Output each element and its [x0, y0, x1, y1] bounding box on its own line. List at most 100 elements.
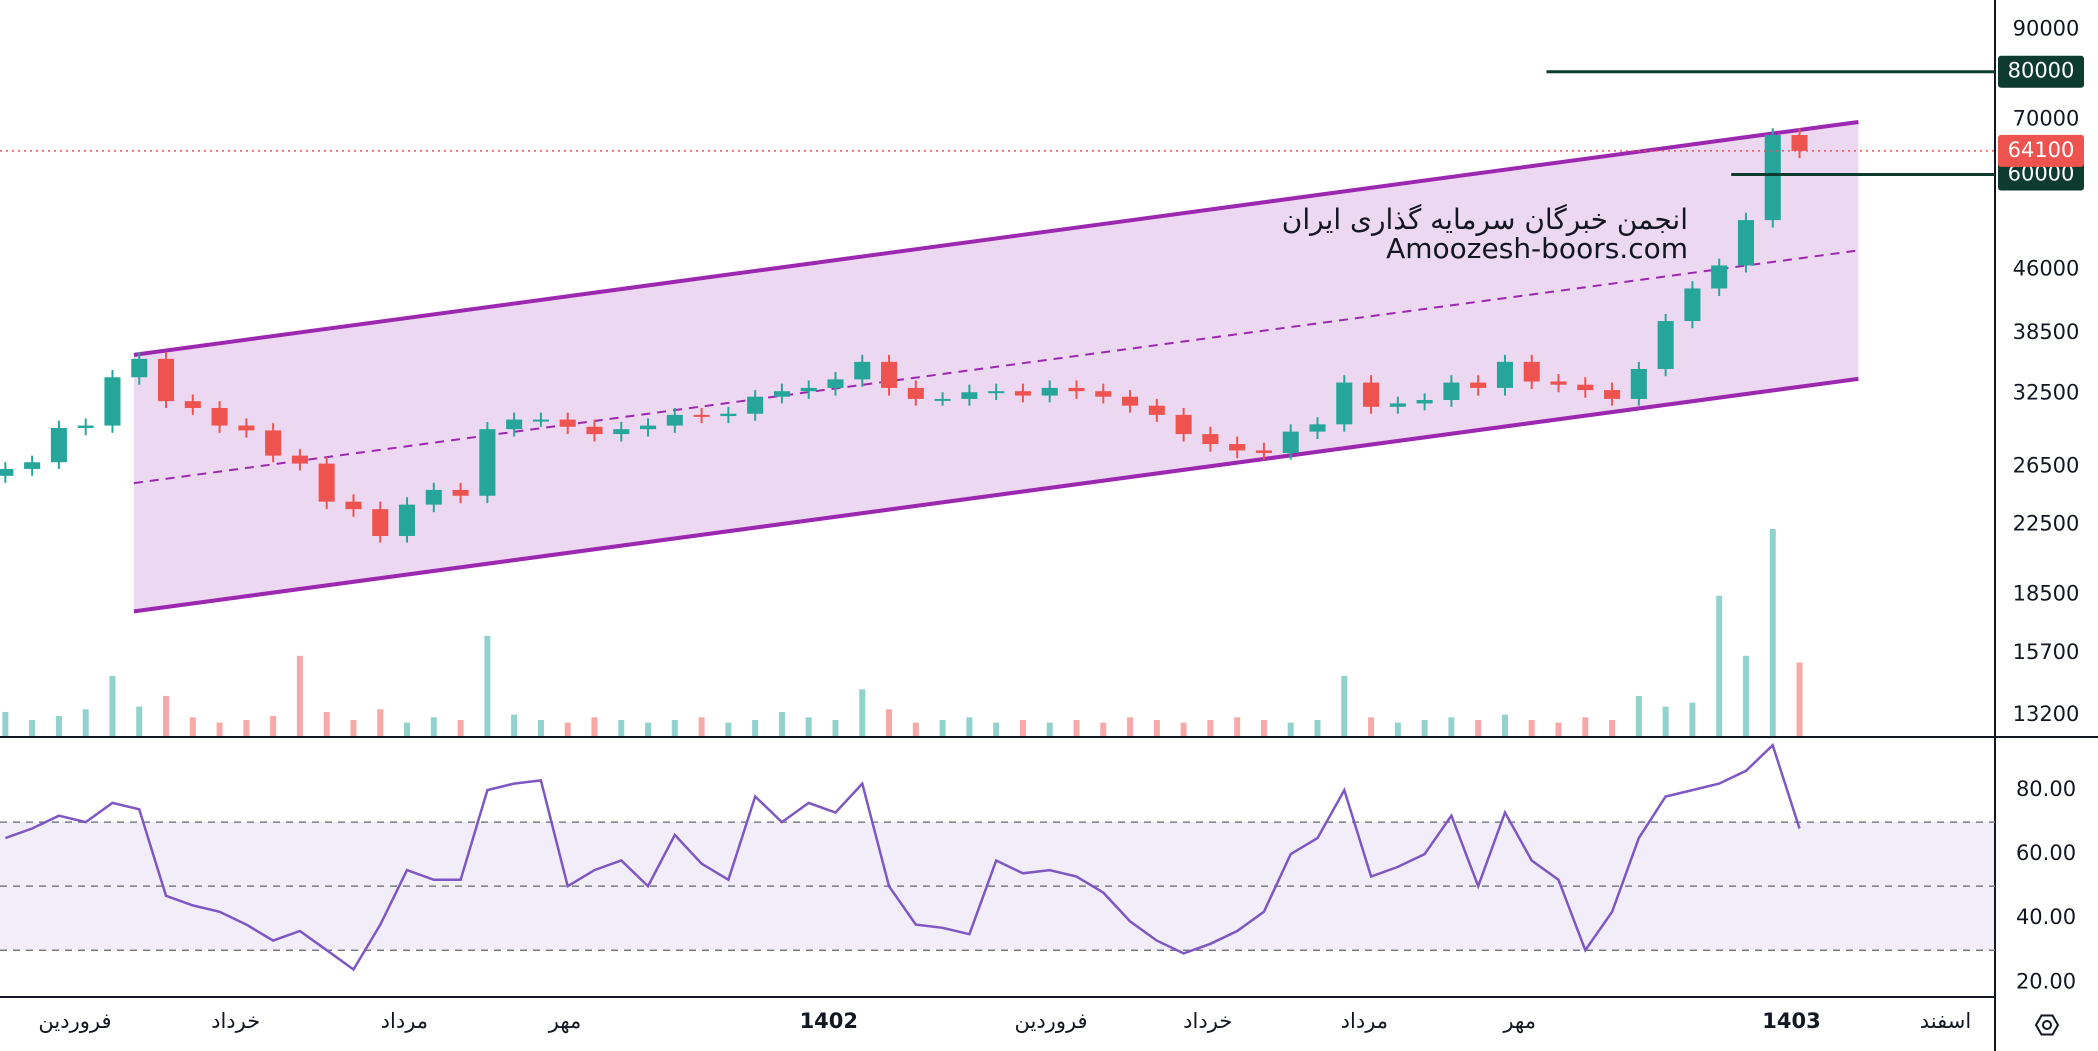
y-tick-label: 46000 [2013, 256, 2080, 280]
candle-body [1041, 387, 1058, 396]
y-tick-label: 18500 [2013, 582, 2080, 606]
candle-body [1202, 434, 1219, 445]
candle-body [479, 429, 496, 496]
volume-bar [29, 719, 36, 736]
volume-bar [1234, 717, 1241, 736]
x-tick-label: اسفند [1920, 1009, 1971, 1033]
volume-bar [1501, 714, 1508, 736]
y-tick-label: 40.00 [2016, 905, 2076, 929]
volume-bar [163, 695, 170, 736]
candle-body [827, 379, 844, 388]
volume-bar [1073, 719, 1080, 736]
y-tick-label: 70000 [2013, 106, 2080, 130]
x-tick-label: خرداد [211, 1009, 260, 1033]
candle-body [693, 414, 710, 417]
candle-body [1711, 265, 1728, 289]
y-tick-label: 22500 [2013, 512, 2080, 536]
candle-body [211, 407, 228, 426]
volume-bar [511, 714, 518, 736]
x-tick-label: فروردین [38, 1009, 111, 1033]
candle-body [666, 414, 683, 426]
candle-body [1148, 405, 1165, 415]
candle-body [265, 430, 282, 456]
volume-bar [1769, 529, 1776, 736]
candle-body [1737, 220, 1754, 266]
candle-body [1014, 391, 1031, 396]
volume-bar [1153, 719, 1160, 736]
volume-bar [55, 715, 62, 736]
volume-bar [859, 689, 866, 736]
y-tick-label: 20.00 [2016, 969, 2076, 993]
y-tick-label: 26500 [2013, 453, 2080, 477]
x-tick-label: مرداد [1341, 1009, 1388, 1033]
volume-bar [1260, 719, 1267, 736]
candle-body [720, 413, 737, 417]
candle-body [1122, 396, 1139, 406]
candle-body [1336, 382, 1353, 425]
candle-body [1470, 382, 1487, 388]
x-tick-label: مهر [1502, 1009, 1536, 1033]
x-tick-label: فروردین [1015, 1009, 1088, 1033]
volume-bar [698, 717, 705, 736]
candle-body [1068, 387, 1085, 392]
candle-body [854, 361, 871, 380]
volume-bar [1635, 695, 1642, 736]
candle-body [1363, 382, 1380, 407]
channel-line [133, 376, 1859, 614]
volume-bar [671, 719, 678, 736]
volume-bar [296, 655, 303, 736]
volume-bar [1046, 722, 1053, 736]
channel-midline [133, 249, 1859, 485]
candle-body [1791, 135, 1808, 151]
volume-bar [778, 711, 785, 736]
candle-body [238, 425, 255, 431]
candle-body [1657, 321, 1674, 369]
volume-bar [2, 711, 9, 736]
candle-body [800, 387, 817, 392]
volume-bar [645, 722, 652, 736]
volume-bar [1742, 655, 1749, 736]
level-badge [1998, 55, 2084, 88]
volume-bar [591, 717, 598, 736]
candle-body [613, 429, 630, 435]
volume-bar [1716, 595, 1723, 736]
candle-body [1095, 391, 1112, 397]
volume-bar [912, 722, 919, 736]
hexagon[interactable] [2034, 1014, 2060, 1036]
candle-body [1630, 368, 1647, 399]
channel-line [133, 119, 1859, 357]
volume-bar [752, 719, 759, 736]
volume-bar [1448, 717, 1455, 736]
volume-bar [1475, 719, 1482, 736]
candle-body [372, 509, 389, 536]
y-tick-label: 60.00 [2016, 841, 2076, 865]
candle-body [184, 401, 201, 408]
candle-body [77, 425, 94, 428]
volume-bar [430, 717, 437, 736]
candle-body [1389, 403, 1406, 407]
candle-body [1229, 444, 1246, 451]
volume-bar [1341, 675, 1348, 736]
volume-bar [216, 722, 223, 736]
volume-bar [618, 719, 625, 736]
volume-bar [1100, 722, 1107, 736]
candle-body [1604, 390, 1621, 399]
volume-bar [1689, 702, 1696, 736]
settings-icon[interactable] [2034, 1014, 2060, 1036]
volume-bar [243, 719, 250, 736]
volume-bar [1394, 722, 1401, 736]
candle-body [1496, 361, 1513, 388]
x-tick-label: 1403 [1762, 1009, 1820, 1033]
volume-bar [966, 717, 973, 736]
x-tick-label: مهر [548, 1009, 582, 1033]
circle[interactable] [2042, 1020, 2052, 1030]
candle-body [773, 391, 790, 397]
candle-body [1416, 400, 1433, 404]
last-price-badge [1998, 134, 2084, 167]
candle-body [291, 455, 308, 464]
candle-body [1443, 382, 1460, 401]
volume-bar [1555, 722, 1562, 736]
volume-bar [323, 711, 330, 736]
candle-body [532, 419, 549, 422]
